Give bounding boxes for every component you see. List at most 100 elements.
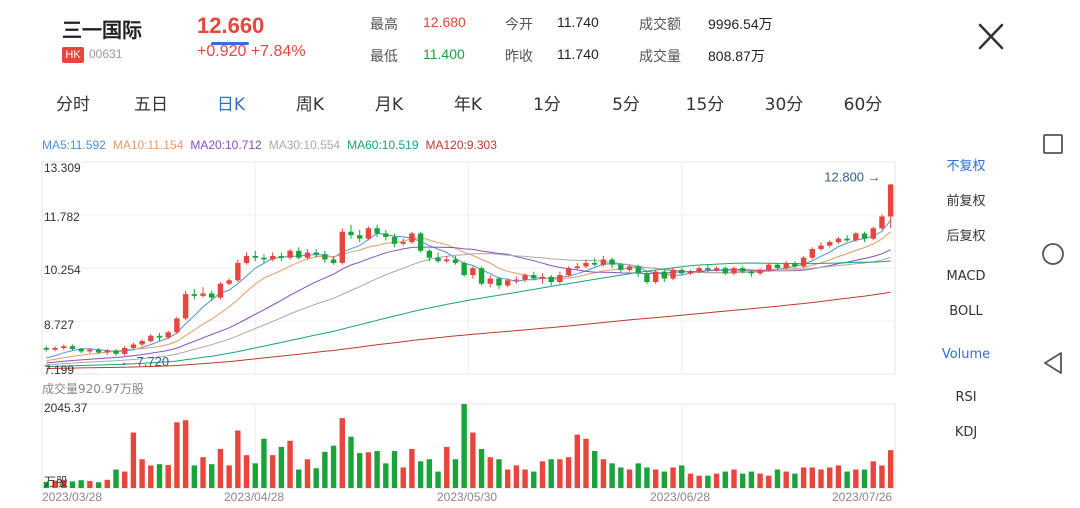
adjust-none[interactable]: 不复权 <box>946 159 986 174</box>
tab-5min[interactable]: 5分 <box>612 95 640 115</box>
back-button[interactable] <box>1042 351 1064 379</box>
back-triangle-icon <box>1044 352 1062 374</box>
volume-bar <box>365 452 372 488</box>
volume-bar <box>513 465 520 488</box>
candle-body <box>731 268 737 274</box>
volume-bar <box>444 446 450 488</box>
volume-bar <box>139 459 145 488</box>
candle-body <box>609 259 615 265</box>
tab-five-day[interactable]: 五日 <box>134 95 168 115</box>
candle-body <box>670 269 676 279</box>
candle-body <box>200 293 206 296</box>
indicator-boll[interactable]: BOLL <box>949 304 983 319</box>
recent-apps-button[interactable] <box>1042 133 1064 159</box>
home-button[interactable] <box>1041 242 1065 270</box>
chart-grid <box>41 161 896 489</box>
volume-bar <box>887 450 894 488</box>
volume-bar <box>357 453 363 488</box>
volume-bar <box>548 459 554 488</box>
volume-caption: 成交量920.97万股 <box>42 382 144 396</box>
candle-body <box>861 233 868 239</box>
candle-body <box>235 262 241 281</box>
market-badge: HK <box>62 47 84 63</box>
candle-body <box>496 278 502 286</box>
volume-bar <box>618 467 624 488</box>
candle-body <box>444 259 450 262</box>
tab-15min[interactable]: 15分 <box>685 95 725 115</box>
candle-body <box>766 264 772 270</box>
volume-bar <box>200 457 206 488</box>
adjust-backward[interactable]: 后复权 <box>946 229 986 244</box>
indicator-kdj[interactable]: KDJ <box>954 425 978 440</box>
volume-bar <box>818 469 824 488</box>
tab-60min[interactable]: 60分 <box>843 95 883 115</box>
volume-bar <box>783 471 789 488</box>
volume-bar <box>61 479 67 488</box>
adjust-forward[interactable]: 前复权 <box>946 194 986 209</box>
candle-body <box>374 228 380 234</box>
volume-bar <box>252 463 258 488</box>
candle-body <box>600 259 607 265</box>
candle-body <box>130 344 137 348</box>
tab-daily-k[interactable]: 日K <box>216 95 246 115</box>
volume-bar <box>522 469 528 488</box>
candle-body <box>435 257 441 262</box>
tab-30min[interactable]: 30分 <box>764 95 804 115</box>
candle-body <box>800 257 807 267</box>
ma20-label: MA20:10.712 <box>190 138 262 152</box>
volume-bar <box>217 448 224 488</box>
indicator-macd[interactable]: MACD <box>946 269 986 284</box>
candle-body <box>261 257 267 260</box>
volume-bar <box>705 475 711 488</box>
turnover-label: 成交额 <box>639 17 681 33</box>
volume-bar <box>731 469 737 488</box>
volume-bar <box>348 436 354 488</box>
ma-legend: MA5:11.592 MA10:11.154 MA20:10.712 MA30:10.… <box>42 138 504 152</box>
price-axis-label: 13.309 <box>44 161 81 175</box>
volume-bar <box>226 465 232 488</box>
candle-body <box>165 332 171 338</box>
candle-body <box>635 266 641 274</box>
tab-1min[interactable]: 1分 <box>533 95 561 115</box>
candle-body <box>687 271 694 274</box>
candle-body <box>513 279 520 281</box>
candle-body <box>461 262 467 276</box>
candle-body <box>278 255 285 258</box>
volume-bar <box>592 451 598 488</box>
volume-bar <box>739 473 746 488</box>
candle-body <box>182 294 189 319</box>
volume-bars <box>43 404 894 488</box>
volume-bar <box>52 480 58 488</box>
tab-yearly-k[interactable]: 年K <box>453 95 483 115</box>
candle-body <box>148 335 154 342</box>
candle-body <box>539 276 546 279</box>
candle-body <box>69 346 76 349</box>
low-value: 11.400 <box>423 46 465 62</box>
candle-body <box>713 268 720 270</box>
date-label: 2023/04/28 <box>224 490 285 504</box>
volume-bar <box>165 465 171 488</box>
volume-bar <box>43 481 50 488</box>
high-label: 最高 <box>370 17 398 33</box>
ma60-label: MA60:10.519 <box>347 138 419 152</box>
volume-bar <box>121 471 128 488</box>
candle-body <box>400 242 406 244</box>
volume-label: 成交量 <box>639 49 681 65</box>
close-button[interactable] <box>972 20 1010 54</box>
indicator-volume[interactable]: Volume <box>941 347 991 362</box>
tab-weekly-k[interactable]: 周K <box>295 95 325 115</box>
indicator-rsi[interactable]: RSI <box>955 390 977 405</box>
volume-value: 808.87万 <box>708 48 765 64</box>
prev-close-value: 11.740 <box>557 46 599 62</box>
volume-bar <box>722 471 728 488</box>
volume-bar <box>539 461 546 488</box>
tab-intraday[interactable]: 分时 <box>56 95 90 115</box>
date-label: 2023/06/28 <box>650 490 711 504</box>
volume-bar <box>844 471 850 488</box>
candle-body <box>792 262 798 267</box>
candle-body <box>844 238 850 241</box>
tab-monthly-k[interactable]: 月K <box>374 95 404 115</box>
candle-body <box>470 268 476 276</box>
volume-bar <box>687 473 694 488</box>
